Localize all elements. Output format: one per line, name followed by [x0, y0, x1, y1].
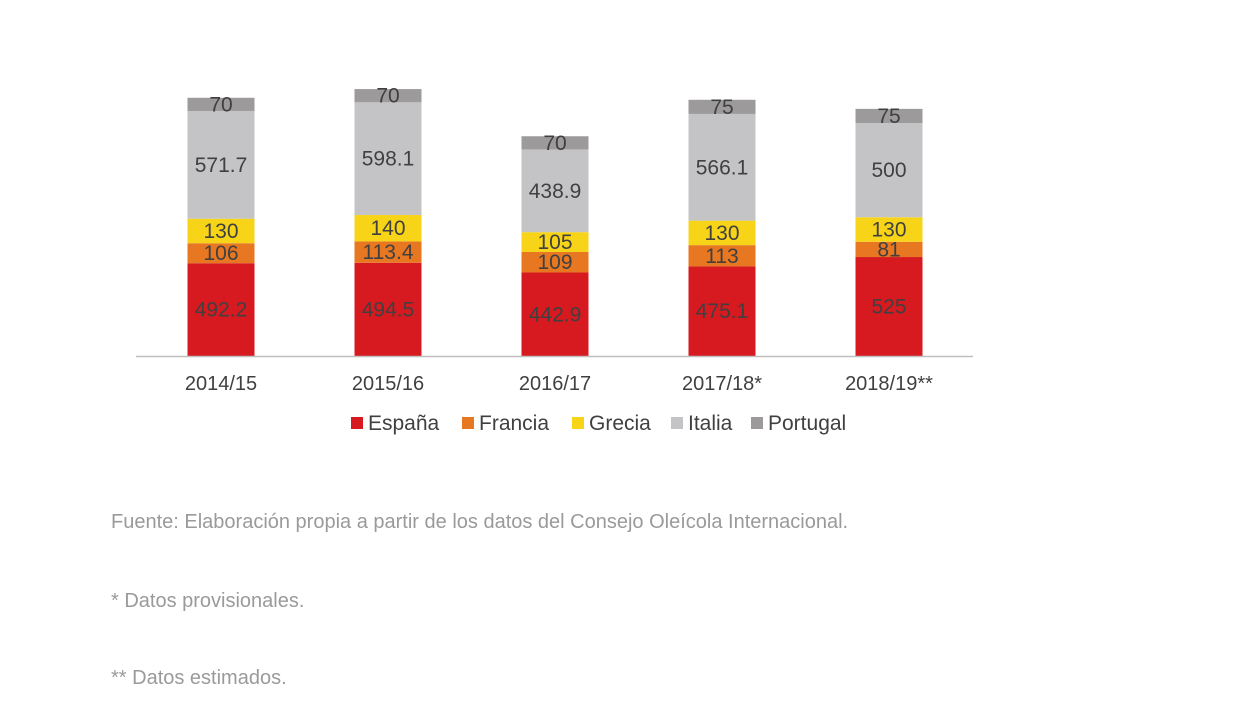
data-label-grecia-0: 130 [203, 220, 238, 243]
bar-segment-italia-3 [688, 113, 756, 221]
data-label-francia-3: 113 [705, 245, 738, 268]
data-label-grecia-1: 140 [370, 217, 405, 240]
data-label-grecia-4: 130 [871, 219, 906, 242]
bar-segment-portugal-4 [855, 108, 923, 124]
data-label-italia-0: 571.7 [195, 154, 248, 177]
data-label-francia-0: 106 [203, 242, 238, 265]
legend-label-italia: Italia [688, 412, 733, 435]
bar-segment-italia-2 [521, 149, 589, 233]
data-label-francia-1: 113.4 [363, 241, 414, 264]
bar-segment-españa-2 [521, 272, 589, 356]
x-tick-label-2: 2016/17 [519, 373, 591, 395]
data-label-grecia-3: 130 [704, 222, 739, 245]
data-label-francia-4: 81 [877, 238, 900, 261]
data-label-españa-2: 442.9 [529, 303, 582, 326]
data-label-portugal-4: 75 [877, 105, 900, 128]
bar-segment-francia-3 [688, 245, 756, 267]
data-label-españa-0: 492.2 [195, 299, 248, 322]
legend-label-grecia: Grecia [589, 412, 651, 435]
bar-segment-italia-4 [855, 123, 923, 218]
bar-segment-españa-0 [187, 263, 255, 356]
data-label-grecia-2: 105 [537, 231, 572, 254]
data-label-españa-3: 475.1 [696, 300, 749, 323]
data-label-españa-4: 525 [871, 296, 906, 319]
legend-swatch-portugal [751, 417, 763, 429]
stacked-bar-chart: 492.2 106 130 571.7 70 2014/15 494.5 113.4 140 59… [136, 85, 973, 435]
bar-segment-grecia-2 [521, 232, 589, 252]
legend-swatch-grecia [572, 417, 584, 429]
bar-segment-grecia-0 [187, 218, 255, 244]
bar-segment-francia-4 [855, 241, 923, 258]
data-label-portugal-0: 70 [209, 93, 232, 116]
legend-label-francia: Francia [479, 412, 549, 435]
data-label-italia-4: 500 [871, 159, 906, 182]
bar-segment-grecia-1 [354, 215, 422, 242]
data-label-portugal-1: 70 [376, 85, 399, 108]
bar-segment-portugal-3 [688, 99, 756, 114]
x-tick-label-1: 2015/16 [352, 373, 424, 395]
data-label-italia-3: 566.1 [696, 156, 749, 179]
legend-swatch-españa [351, 417, 363, 429]
x-tick-label-3: 2017/18* [682, 373, 762, 395]
data-label-francia-2: 109 [537, 251, 572, 274]
bar-segment-portugal-2 [521, 136, 589, 150]
legend-label-portugal: Portugal [768, 412, 846, 435]
estimated-note: ** Datos estimados. [111, 667, 287, 689]
bar-segment-italia-0 [187, 110, 255, 219]
bar-segment-francia-1 [354, 241, 422, 263]
data-label-portugal-2: 70 [543, 132, 566, 155]
bar-segment-francia-2 [521, 251, 589, 273]
data-label-italia-2: 438.9 [529, 180, 582, 203]
bar-segment-grecia-3 [688, 220, 756, 246]
legend-label-españa: España [368, 412, 440, 435]
legend-swatch-italia [671, 417, 683, 429]
data-label-españa-1: 494.5 [362, 298, 415, 321]
x-tick-label-4: 2018/19** [845, 373, 933, 395]
bar-segment-portugal-1 [354, 89, 422, 103]
bar-segment-portugal-0 [187, 97, 255, 111]
bar-segment-españa-3 [688, 266, 756, 356]
legend-swatch-francia [462, 417, 474, 429]
bar-segment-españa-1 [354, 262, 422, 356]
x-tick-label-0: 2014/15 [185, 373, 257, 395]
provisional-note: * Datos provisionales. [111, 590, 305, 612]
source-note: Fuente: Elaboración propia a partir de l… [111, 511, 849, 533]
data-label-italia-1: 598.1 [362, 148, 415, 171]
bar-segment-españa-4 [855, 257, 923, 356]
bar-segment-francia-0 [187, 243, 255, 264]
bar-segment-grecia-4 [855, 217, 923, 242]
bar-segment-italia-1 [354, 102, 422, 216]
data-label-portugal-3: 75 [710, 96, 733, 119]
chart-svg: 492.2106130571.7702014/15494.5113.414059… [136, 85, 973, 435]
